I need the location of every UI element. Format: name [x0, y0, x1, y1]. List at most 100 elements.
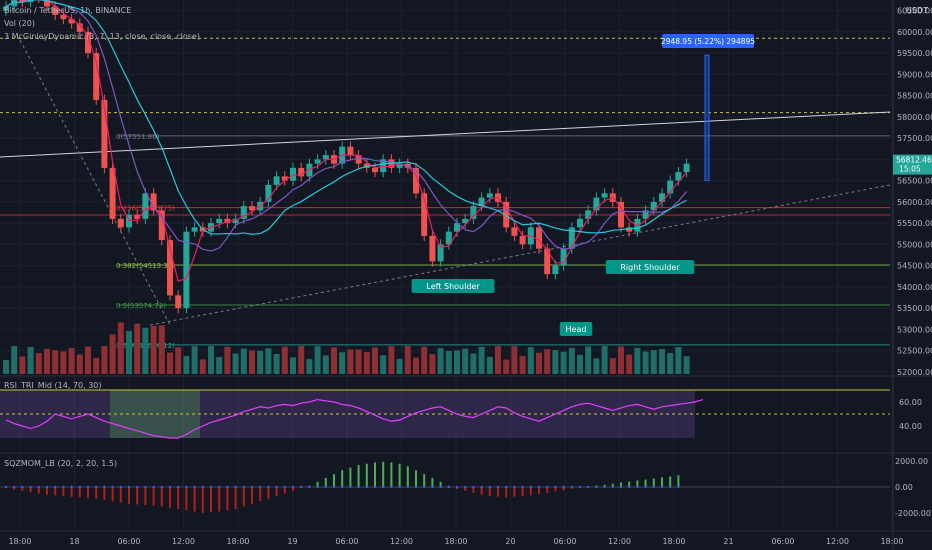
time-tick-label: 21 — [723, 537, 733, 546]
squeeze-dot — [570, 485, 573, 489]
squeeze-dot — [595, 485, 598, 489]
momentum-legend: SQZMOM_LB (20, 2, 20, 1.5) — [4, 459, 117, 468]
volume-bar — [536, 352, 542, 374]
resistance-trendline — [0, 111, 891, 158]
candle-body — [60, 14, 67, 20]
volume-bar — [240, 348, 247, 374]
pattern-label: Head — [559, 322, 593, 336]
price-tick-label: 53000.00 — [897, 325, 932, 334]
momentum-bar — [185, 487, 188, 511]
squeeze-dot — [168, 485, 172, 489]
volume-bar — [232, 353, 239, 374]
symbol-legend[interactable]: Bitcoin / TetherUS, 1h, BINANCE — [4, 6, 132, 15]
price-tick-label: 58000.00 — [897, 113, 932, 122]
volume-bar — [445, 351, 452, 374]
price-tick-label: 58500.00 — [897, 92, 932, 101]
volume-bar — [511, 346, 518, 374]
volume-bar — [413, 357, 419, 374]
volume-bar — [134, 323, 141, 374]
price-tick-label: 59000.00 — [897, 70, 932, 79]
price-range-measure — [704, 54, 710, 182]
squeeze-dot — [291, 485, 295, 489]
squeeze-dot — [423, 485, 426, 489]
time-tick-label: 18:00 — [662, 537, 685, 546]
momentum-bar — [357, 465, 360, 487]
momentum-bar — [644, 479, 647, 487]
volume-bar — [577, 354, 583, 374]
candle-body — [626, 227, 633, 232]
squeeze-dot — [283, 485, 286, 489]
momentum-bar — [70, 487, 73, 497]
volume-bar — [585, 346, 592, 374]
volume-bar — [404, 346, 411, 374]
candle-body — [134, 214, 141, 219]
momentum-bar — [275, 487, 278, 497]
momentum-bar — [234, 487, 237, 509]
candle-body — [68, 19, 75, 24]
candle-body — [577, 218, 583, 228]
volume-bar — [626, 354, 633, 374]
volume-bar — [659, 348, 665, 374]
mcginley-legend[interactable]: 3 McGinleyDynamic (3, 7, 13, close, clos… — [4, 32, 200, 41]
momentum-bar — [349, 467, 352, 487]
momentum-bar — [54, 487, 57, 496]
squeeze-dot — [505, 485, 508, 489]
momentum-bar — [554, 487, 557, 492]
squeeze-dot — [275, 485, 278, 489]
squeeze-dot — [373, 485, 377, 489]
pattern-label-bg — [411, 279, 495, 293]
price-tick-label: 56500.00 — [897, 177, 932, 186]
squeeze-dot — [562, 485, 565, 489]
volume-legend[interactable]: Vol (20) — [4, 19, 35, 28]
candle-body — [249, 206, 255, 211]
price-tick-label: 54000.00 — [897, 283, 932, 292]
rsi-tick-label: 60.00 — [899, 398, 922, 407]
squeeze-dot — [332, 485, 336, 489]
squeeze-dot — [660, 485, 664, 489]
momentum-bar — [111, 487, 114, 502]
volume-bar — [93, 357, 100, 374]
squeeze-dot — [628, 485, 631, 489]
candle-body — [560, 248, 567, 266]
momentum-bar — [365, 463, 368, 487]
candle-body — [511, 227, 518, 236]
squeeze-dot — [259, 485, 262, 489]
volume-bar — [339, 352, 346, 374]
volume-bar — [421, 346, 428, 374]
volume-bar — [429, 354, 436, 374]
momentum-bar — [620, 482, 622, 487]
momentum-bar — [521, 487, 524, 497]
momentum-bar — [267, 487, 270, 499]
time-tick-label: 18 — [69, 537, 79, 546]
squeeze-dot — [111, 485, 114, 489]
momentum-bar — [210, 487, 212, 513]
candle-body — [445, 231, 452, 245]
volume-bar — [601, 346, 608, 374]
volume-bar — [76, 354, 83, 374]
volume-bar — [503, 359, 510, 374]
measure-label-bg — [662, 34, 754, 48]
squeeze-dot — [513, 485, 516, 489]
momentum-bar — [374, 462, 376, 487]
momentum-bar — [669, 476, 672, 487]
volume-bar — [675, 347, 682, 374]
rsi-legend: RSI_TRI_Mid (14, 70, 30) — [4, 381, 102, 390]
momentum-bar — [152, 487, 155, 506]
squeeze-dot — [234, 485, 237, 489]
volume-bar — [618, 346, 624, 374]
momentum-bar — [341, 470, 344, 487]
squeeze-dot — [554, 485, 557, 489]
price-tick-label: 60500.00 — [897, 7, 932, 16]
momentum-bar — [103, 487, 106, 500]
candle-body — [11, 0, 18, 7]
candles — [3, 0, 690, 314]
time-tick-label: 18:00 — [444, 537, 467, 546]
fib-level-label: 0.5(53574.73) — [116, 302, 166, 310]
momentum-tick-label: 2000.00 — [895, 457, 928, 466]
momentum-bar — [324, 477, 327, 487]
squeeze-dot — [13, 485, 16, 489]
momentum-bar — [406, 466, 409, 487]
candle-body — [347, 146, 354, 156]
squeeze-dot — [480, 485, 483, 489]
